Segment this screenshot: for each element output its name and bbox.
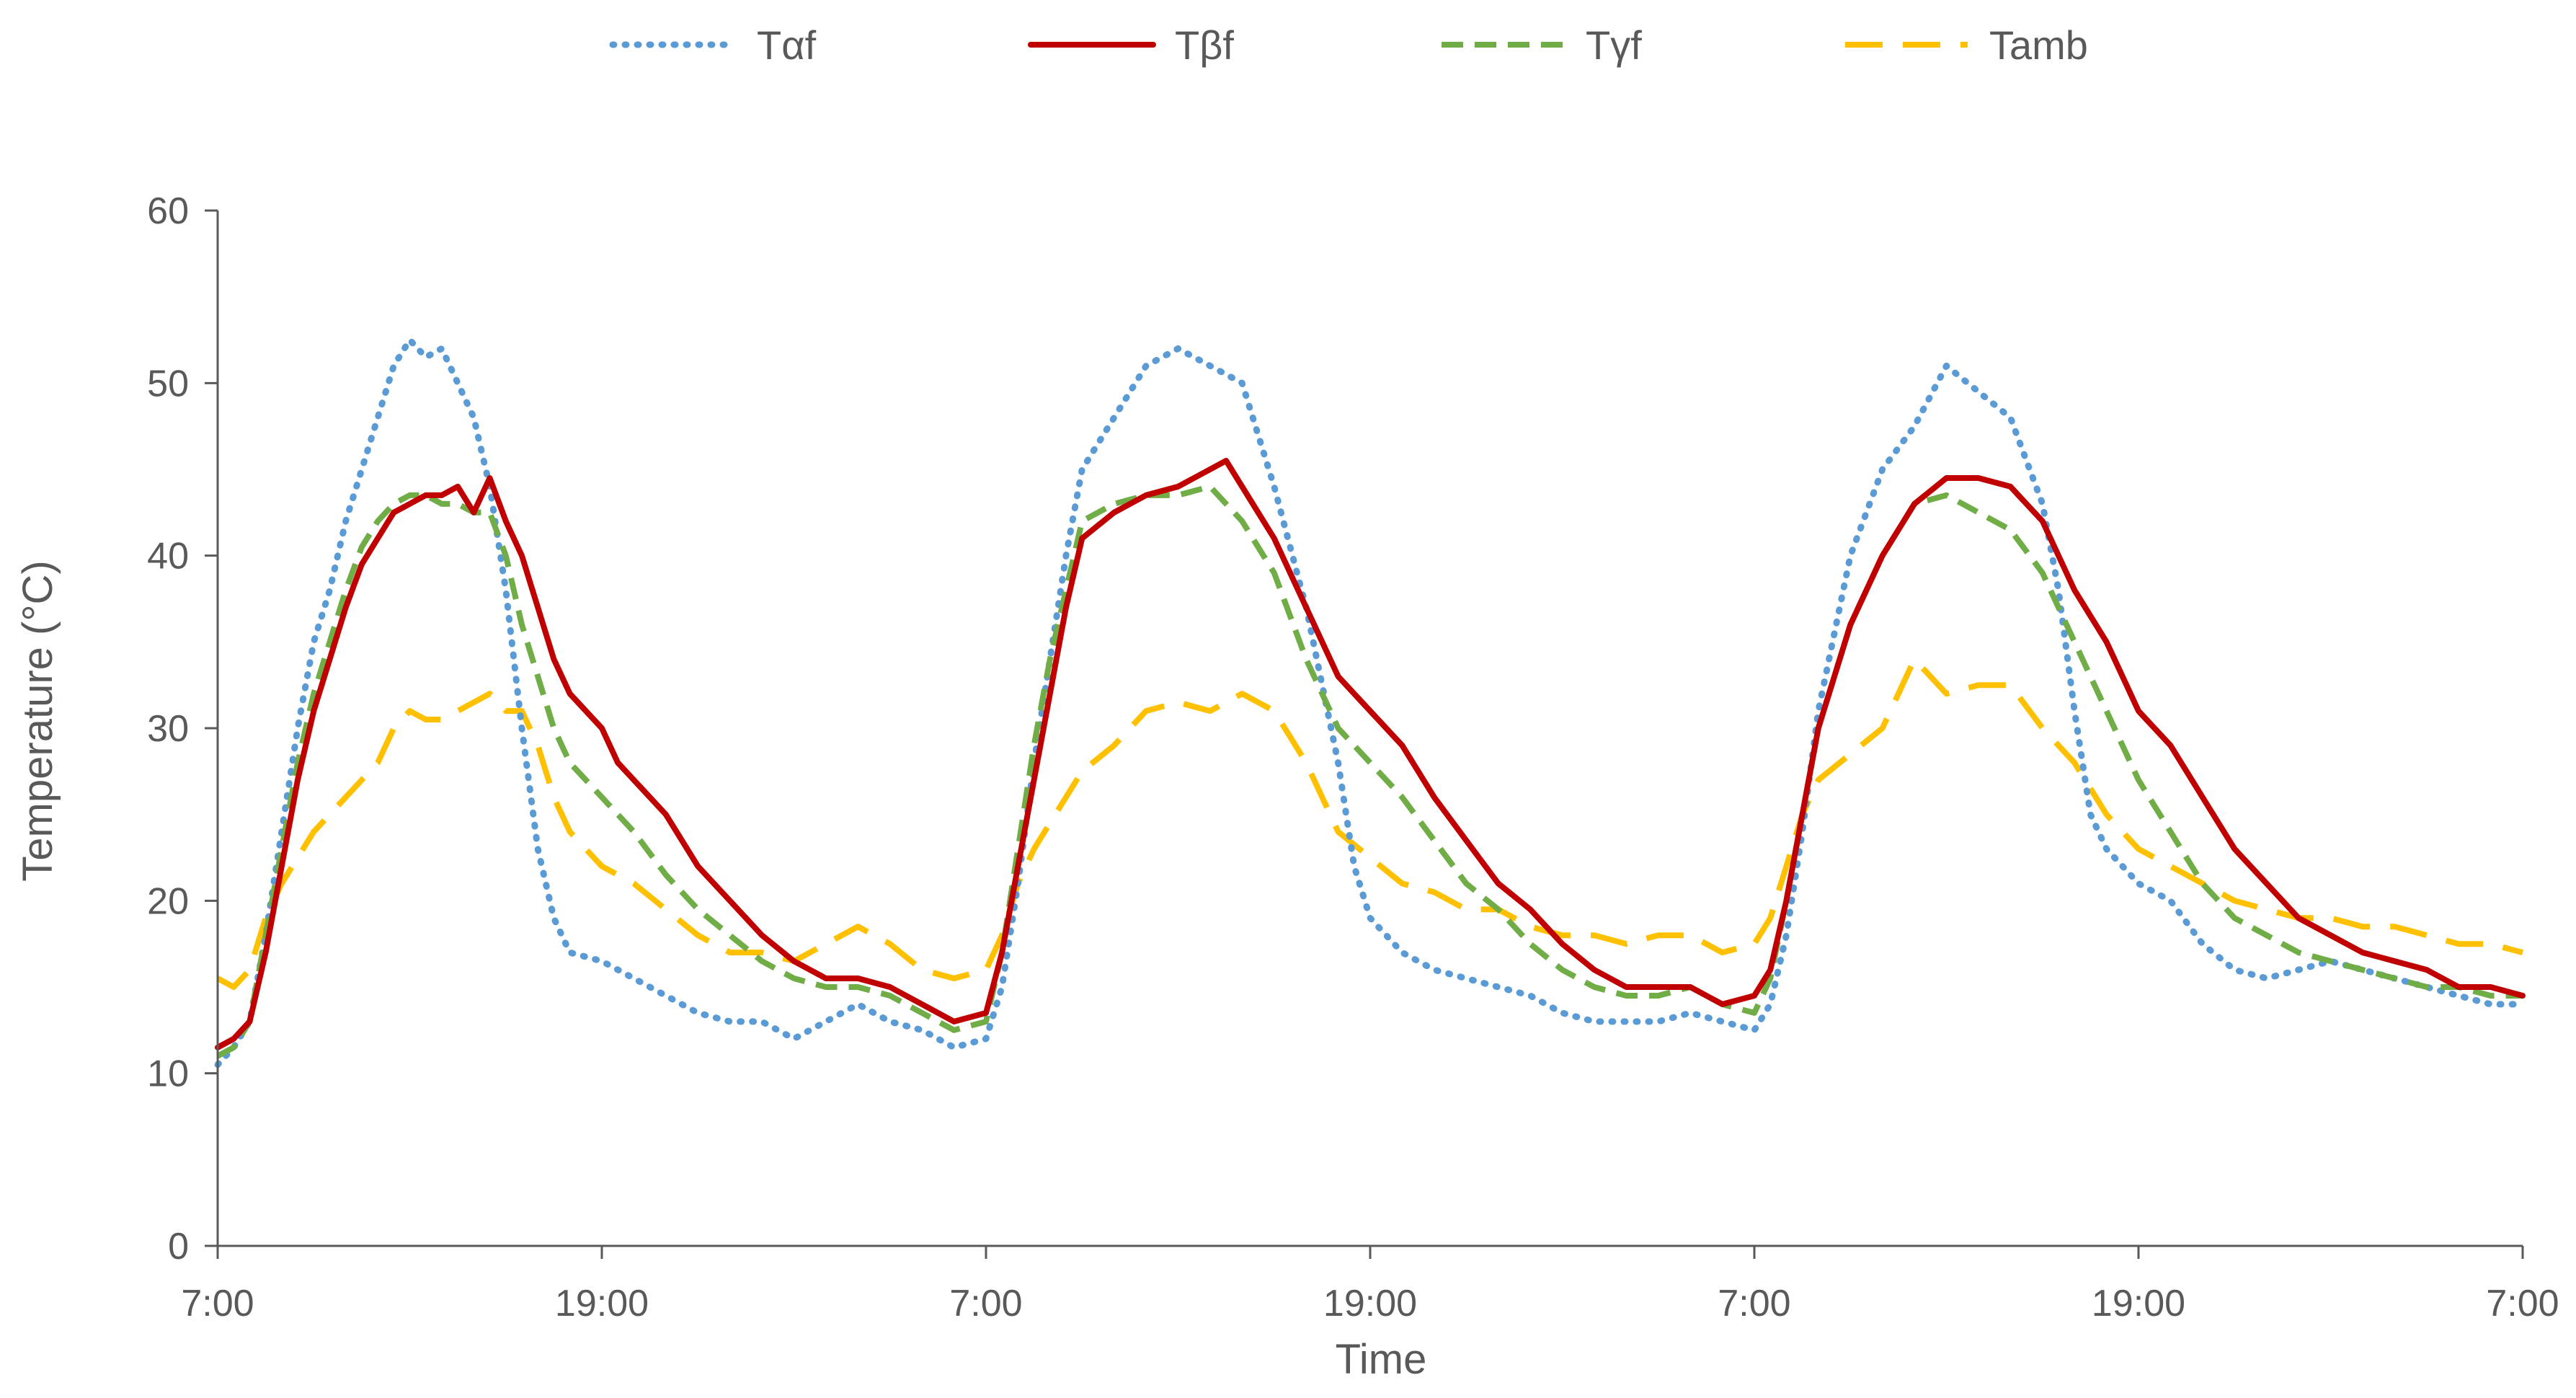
- series-line-Tαf: [214, 337, 2526, 1069]
- legend-item: Tβf: [1028, 22, 1234, 68]
- x-tick-label: 19:00: [555, 1283, 649, 1324]
- x-tick-label: 19:00: [1323, 1283, 1417, 1324]
- tick-labels: 0 10 20 30 40 50 60 7:00 19:00 7:00 19:00 7:00 19:00…: [147, 190, 2559, 1324]
- legend-label: Tamb: [1989, 22, 2088, 68]
- legend-item: Tγf: [1442, 22, 1642, 68]
- y-tick-label: 0: [168, 1226, 189, 1268]
- legend: Tαf Tβf Tγf Tamb: [609, 22, 2088, 68]
- y-tick-label: 20: [147, 880, 189, 922]
- x-tick-label: 7:00: [181, 1283, 254, 1324]
- plot-series: [214, 337, 2526, 1069]
- y-tick-label: 30: [147, 708, 189, 750]
- y-tick-label: 10: [147, 1053, 189, 1095]
- series-line-Tγf: [216, 483, 2523, 1059]
- x-tick-label: 7:00: [1718, 1283, 1790, 1324]
- series-line-Tβf: [215, 458, 2526, 1050]
- y-tick-label: 40: [147, 536, 189, 578]
- legend-item: Tamb: [1845, 22, 2088, 68]
- y-tick-label: 50: [147, 363, 189, 404]
- legend-item: Tαf: [609, 22, 817, 68]
- y-tick-label: 60: [147, 190, 189, 232]
- legend-label: Tγf: [1586, 22, 1642, 68]
- axes: [205, 209, 2524, 1259]
- legend-label: Tαf: [757, 22, 817, 68]
- x-axis-title: Time: [1336, 1336, 1427, 1383]
- y-axis-title: Temperature (°C): [14, 560, 61, 881]
- x-tick-label: 7:00: [2486, 1283, 2559, 1324]
- x-tick-label: 19:00: [2092, 1283, 2185, 1324]
- x-tick-label: 7:00: [949, 1283, 1022, 1324]
- legend-label: Tβf: [1175, 22, 1234, 68]
